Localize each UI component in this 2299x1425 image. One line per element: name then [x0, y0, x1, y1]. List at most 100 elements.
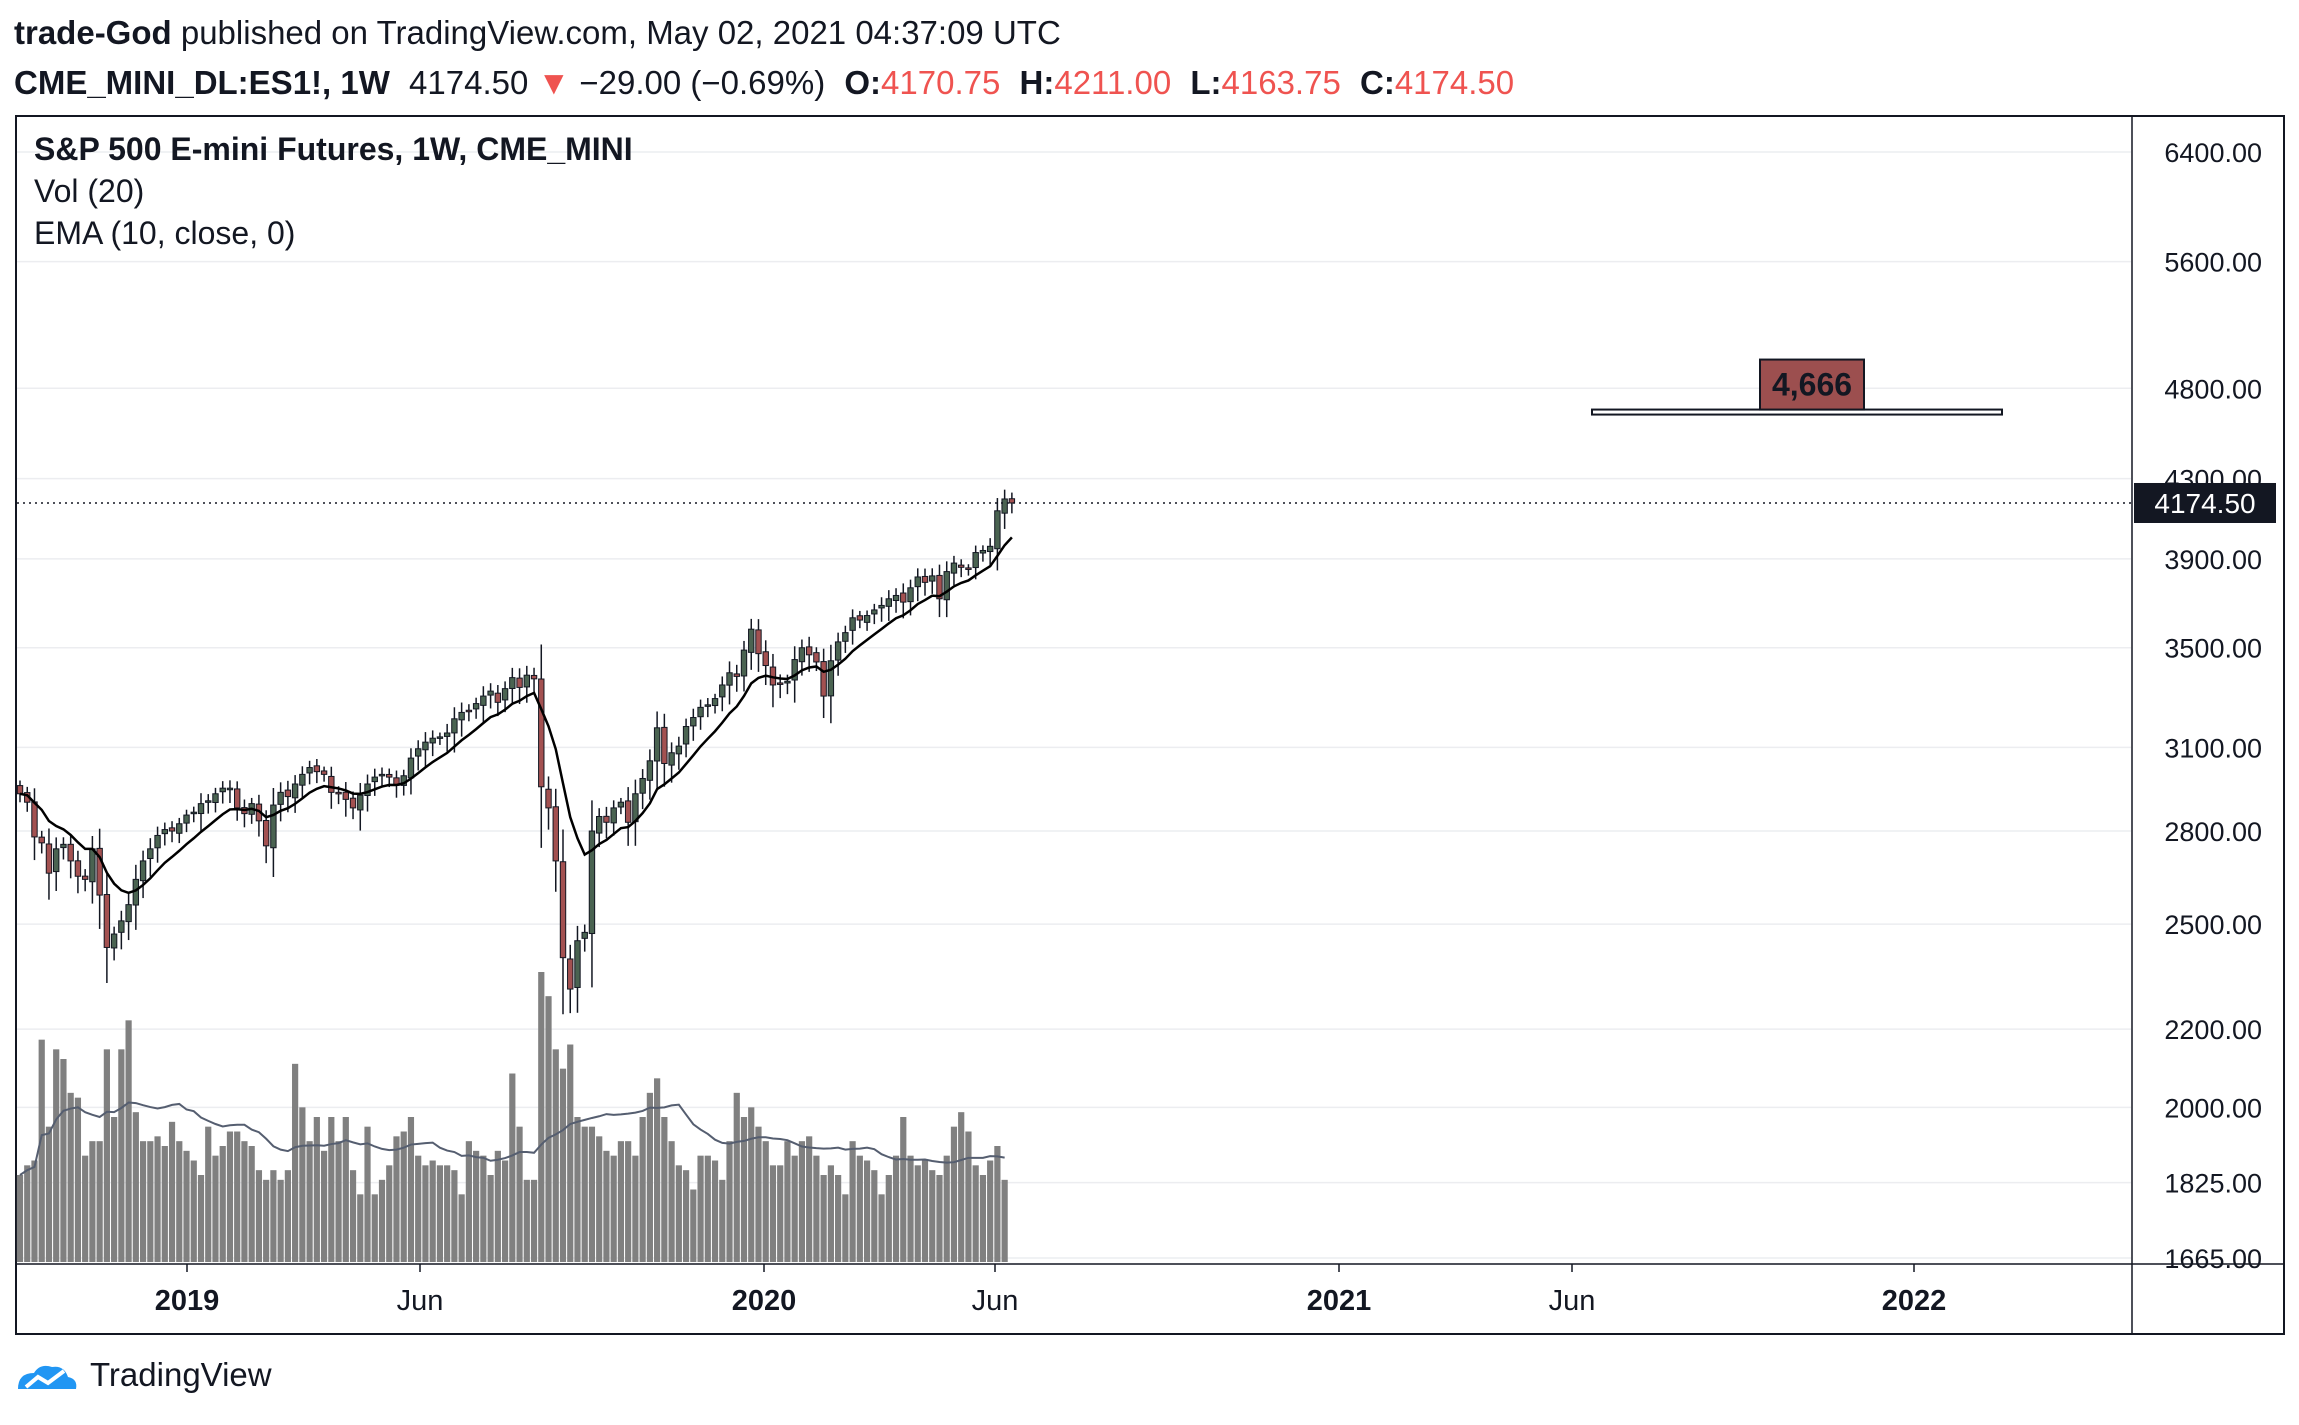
price-tick-label: 6400.00: [2164, 138, 2262, 168]
volume-bar: [871, 1170, 878, 1262]
candle-up: [834, 641, 842, 661]
volume-bar: [820, 1175, 827, 1262]
candle-down: [545, 788, 552, 809]
volume-bar: [835, 1175, 842, 1262]
volume-bar: [306, 1141, 313, 1262]
volume-bar: [465, 1141, 472, 1262]
volume-bar: [74, 1097, 82, 1262]
time-axis[interactable]: 2019 Jun 2020 Jun 2021 Jun 2022: [155, 1264, 1947, 1317]
candle-up: [581, 931, 588, 939]
candle-down: [936, 574, 943, 600]
candle-down: [96, 847, 103, 896]
candle-down: [538, 678, 545, 788]
volume-bar: [444, 1165, 451, 1262]
volume-bar: [183, 1150, 190, 1262]
volume-bar: [378, 1179, 386, 1262]
candle-up: [212, 793, 219, 804]
candle-down: [516, 677, 523, 688]
candle-down: [74, 860, 82, 877]
footer: TradingView: [14, 1355, 272, 1395]
candle-down: [567, 958, 574, 990]
price-tick-label: 2800.00: [2164, 817, 2262, 847]
candle-up: [979, 549, 987, 554]
volume-bar: [516, 1126, 523, 1262]
volume-bar: [950, 1126, 958, 1262]
volume-bar: [139, 1141, 147, 1262]
time-tick-label: 2019: [155, 1285, 220, 1317]
volume-bar: [349, 1170, 357, 1262]
candle-up: [697, 706, 704, 718]
volume-bar: [357, 1194, 364, 1262]
candle-up: [871, 609, 878, 615]
price-tick-label: 2500.00: [2164, 910, 2262, 940]
price-tick-label: 1665.00: [2164, 1244, 2262, 1274]
candle-up: [472, 703, 480, 710]
price-tick-label: 2200.00: [2164, 1015, 2262, 1045]
volume-bar: [393, 1136, 400, 1262]
candle-down: [755, 629, 762, 655]
candle-up: [943, 571, 950, 601]
candle-up: [277, 791, 284, 805]
volume-bar: [538, 972, 545, 1262]
target-label-box[interactable]: [1759, 358, 1865, 411]
time-tick-label: 2022: [1882, 1285, 1947, 1317]
target-annotation[interactable]: 4,666: [1591, 358, 2003, 416]
candle-up: [986, 545, 994, 553]
candle-up: [451, 718, 458, 734]
volume-bar: [892, 1155, 900, 1262]
candle-up: [407, 757, 415, 779]
candle-up: [378, 773, 386, 777]
candle-up: [306, 767, 313, 774]
candle-up: [675, 745, 683, 755]
symbol-name[interactable]: CME_MINI_DL:ES1!, 1W: [14, 64, 390, 101]
volume-bar: [682, 1170, 690, 1262]
author-name[interactable]: trade-God: [14, 14, 172, 51]
volume-bar: [733, 1092, 740, 1262]
volume-bar: [856, 1155, 863, 1262]
volume-bar: [588, 1126, 596, 1262]
volume-bar: [255, 1170, 263, 1262]
volume-bar: [552, 1049, 559, 1262]
candle-down: [38, 836, 45, 844]
open-value: 4170.75: [881, 64, 1001, 101]
price-tick-label: 3900.00: [2164, 545, 2262, 575]
candle-up: [458, 711, 465, 721]
candle-down: [45, 843, 53, 874]
price-gridlines: [17, 151, 2131, 1259]
candle-up: [299, 773, 306, 786]
volume-bar: [277, 1179, 284, 1262]
volume-bar: [914, 1165, 921, 1262]
candle-up: [827, 660, 835, 697]
candle-down: [320, 770, 328, 775]
volume-bar: [168, 1121, 176, 1262]
price-axis[interactable]: 6400.005600.004800.004300.003900.003500.…: [2164, 138, 2262, 1274]
candle-up: [690, 717, 697, 727]
time-tick-label: Jun: [397, 1285, 444, 1317]
candle-down: [494, 692, 502, 703]
legend-volume[interactable]: Vol (20): [34, 173, 144, 209]
tradingview-logo-icon: [18, 1365, 77, 1389]
publish-line: trade-God published on TradingView.com, …: [14, 8, 2284, 58]
close-value: 4174.50: [1394, 64, 1515, 101]
close-label: C:: [1359, 64, 1395, 101]
volume-bar: [798, 1141, 806, 1262]
candle-up: [509, 677, 516, 689]
volume-bar: [219, 1146, 226, 1262]
price-tick-label: 4800.00: [2164, 374, 2262, 404]
volume-bar: [371, 1194, 378, 1262]
volume-bar: [559, 1068, 567, 1262]
candle-down: [921, 575, 929, 583]
volume-bar: [639, 1117, 646, 1262]
candle-down: [234, 788, 241, 809]
tradingview-brand[interactable]: TradingView: [90, 1356, 272, 1393]
candle-up: [791, 659, 798, 681]
volume-bar: [704, 1155, 711, 1262]
volume-bar: [103, 1049, 110, 1262]
candle-down: [313, 765, 321, 773]
legend-ema[interactable]: EMA (10, close, 0): [34, 215, 295, 251]
candle-up: [885, 598, 892, 607]
candle-down: [284, 789, 292, 798]
candle-down: [559, 861, 567, 959]
candle-down: [805, 646, 813, 656]
